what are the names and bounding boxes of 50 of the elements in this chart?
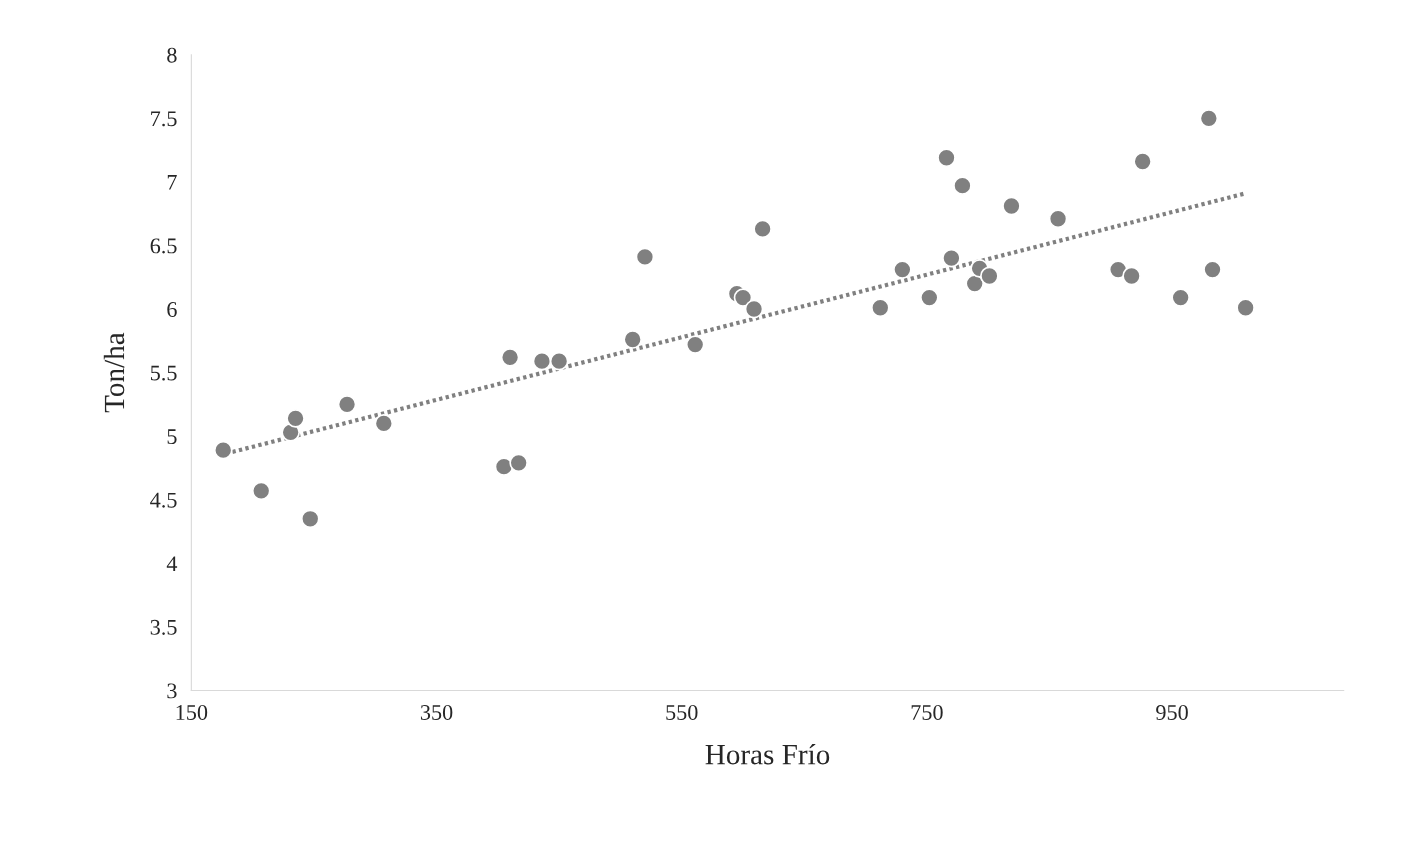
point — [300, 509, 320, 529]
point — [942, 248, 961, 268]
point — [953, 176, 972, 196]
point — [1236, 298, 1255, 318]
point — [1199, 108, 1219, 128]
point — [744, 299, 764, 319]
point — [1203, 260, 1222, 279]
y-tick-label: 3.5 — [150, 619, 177, 635]
y-tick-label: 3 — [167, 683, 177, 699]
y-tick-label: 5.5 — [150, 365, 177, 381]
point — [286, 409, 305, 428]
point — [1002, 196, 1021, 216]
y-axis-title: Ton/ha — [103, 332, 125, 413]
point — [532, 351, 552, 371]
y-tick-label: 6.5 — [150, 238, 177, 254]
y-tick-label: 8 — [167, 47, 177, 63]
y-tick-label: 5 — [167, 429, 177, 445]
point — [937, 148, 956, 168]
x-tick-label: 350 — [420, 704, 453, 720]
y-tick-label: 7 — [167, 175, 177, 190]
point — [753, 219, 772, 239]
point — [733, 288, 753, 307]
point — [980, 266, 999, 286]
point — [549, 351, 569, 371]
point — [635, 247, 655, 267]
x-tick-label: 750 — [911, 704, 943, 720]
y-tick-label: 6 — [167, 302, 177, 317]
point — [919, 288, 939, 307]
x-tick-label: 550 — [666, 704, 698, 720]
point — [213, 440, 233, 460]
y-tick-label: 4 — [166, 556, 178, 572]
point — [494, 457, 514, 477]
point — [251, 481, 271, 501]
point — [1122, 266, 1141, 286]
x-tick-label: 150 — [176, 704, 208, 720]
x-axis-title: Horas Frío — [705, 743, 830, 765]
y-tick-label: 4.5 — [150, 492, 177, 508]
x-tick-label: 950 — [1156, 704, 1188, 720]
point — [685, 335, 705, 354]
point — [500, 347, 520, 367]
y-tick-label: 7.5 — [151, 111, 177, 127]
point — [893, 260, 912, 279]
point — [870, 298, 890, 318]
point — [1133, 152, 1152, 171]
point — [509, 453, 529, 473]
point — [337, 395, 357, 414]
point — [1048, 209, 1068, 229]
point — [1171, 288, 1190, 307]
point — [623, 330, 643, 349]
point — [374, 414, 394, 433]
